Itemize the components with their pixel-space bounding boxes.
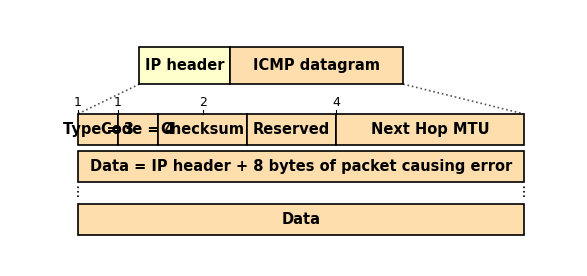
Bar [78, 204, 524, 235]
Text: Data: Data [281, 212, 321, 227]
Bar [118, 114, 158, 145]
Text: 2: 2 [198, 95, 207, 108]
Text: IP header: IP header [145, 58, 225, 73]
Bar [139, 47, 230, 84]
Text: ICMP datagram: ICMP datagram [253, 58, 380, 73]
Text: Type = 3: Type = 3 [62, 122, 133, 137]
Text: Reserved: Reserved [253, 122, 330, 137]
Text: 1: 1 [74, 95, 82, 108]
Bar [336, 114, 524, 145]
Bar [158, 114, 247, 145]
Text: Checksum: Checksum [161, 122, 245, 137]
Text: Data = IP header + 8 bytes of packet causing error: Data = IP header + 8 bytes of packet cau… [90, 159, 512, 174]
Bar [230, 47, 403, 84]
Text: Code = 4: Code = 4 [101, 122, 175, 137]
Text: Next Hop MTU: Next Hop MTU [371, 122, 490, 137]
Text: 1: 1 [114, 95, 122, 108]
Bar [78, 114, 118, 145]
Text: 4: 4 [332, 95, 340, 108]
Bar [78, 151, 524, 182]
Bar [247, 114, 336, 145]
